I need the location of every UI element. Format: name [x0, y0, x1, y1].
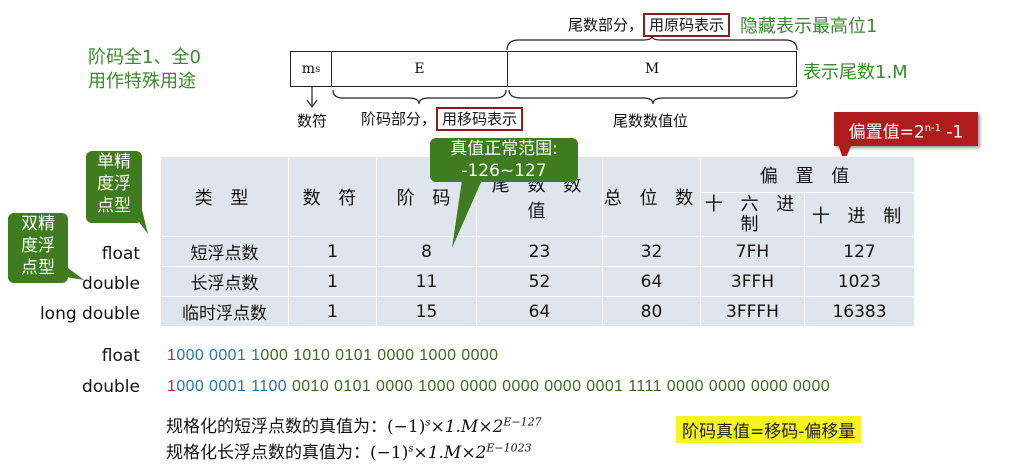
- mantissa-brace: [505, 36, 800, 52]
- exp-part-label: 阶码部分， 用移码表示: [361, 108, 523, 129]
- table-row: 临时浮点数 1 15 64 80 3FFFH 16383: [161, 297, 915, 327]
- table-row: 长浮点数 1 11 52 64 3FFH 1023: [161, 267, 915, 297]
- sign-arrow: [305, 87, 319, 109]
- float-bits: 1000 0001 1000 1010 0101 0000 1000 0000: [167, 347, 498, 365]
- sign-label: 数符: [297, 110, 327, 131]
- single-callout-tail: [130, 210, 152, 238]
- double-callout-tail: [60, 262, 86, 284]
- short-formula: 规格化的短浮点数的真值为：(−1)s×1.M×2E−127: [166, 412, 542, 437]
- mantissa-value-note: 表示尾数1.M: [803, 58, 908, 84]
- mantissa-part-label: 尾数部分， 用原码表示: [568, 14, 730, 35]
- double-precision-callout: 双精 度浮 点型: [8, 213, 68, 283]
- double-bits-label: double: [0, 377, 140, 397]
- bias-note-highlight: 阶码真值=移码-偏移量: [676, 416, 861, 443]
- mantissa-bits-label: 尾数数值位: [613, 110, 688, 131]
- col-bias-dec: 十 进 制: [805, 193, 915, 237]
- bias-callout: 偏置值=2n-1 -1: [834, 112, 978, 146]
- long-formula: 规格化长浮点数的真值为：(−1)s×1.M×2E−1023: [166, 438, 532, 463]
- true-range-tail: [448, 180, 488, 250]
- exponent-field: E: [331, 51, 508, 87]
- true-range-callout: 真值正常范围: -126~127: [430, 138, 578, 182]
- exp-special-note: 阶码全1、全0 用作特殊用途: [88, 46, 201, 94]
- col-total-bits: 总 位 数: [603, 157, 701, 237]
- lower-braces: [331, 88, 801, 106]
- hidden-bit-note: 隐藏表示最高位1: [740, 12, 877, 38]
- col-sign: 数 符: [289, 157, 377, 237]
- col-bias: 偏 置 值: [701, 157, 915, 193]
- exp-code-box: 用移码表示: [436, 107, 523, 131]
- mantissa-field: M: [507, 51, 797, 87]
- double-bits: 1000 0001 1100 0010 0101 0000 1000 0000 …: [167, 378, 830, 396]
- row-label-long-double: long double: [0, 304, 140, 324]
- col-bias-hex: 十 六 进 制: [701, 193, 805, 237]
- col-type: 类 型: [161, 157, 289, 237]
- table-row: 短浮点数 1 8 23 32 7FH 127: [161, 237, 915, 267]
- mantissa-code-box: 用原码表示: [643, 13, 730, 37]
- float-bits-label: float: [0, 346, 140, 366]
